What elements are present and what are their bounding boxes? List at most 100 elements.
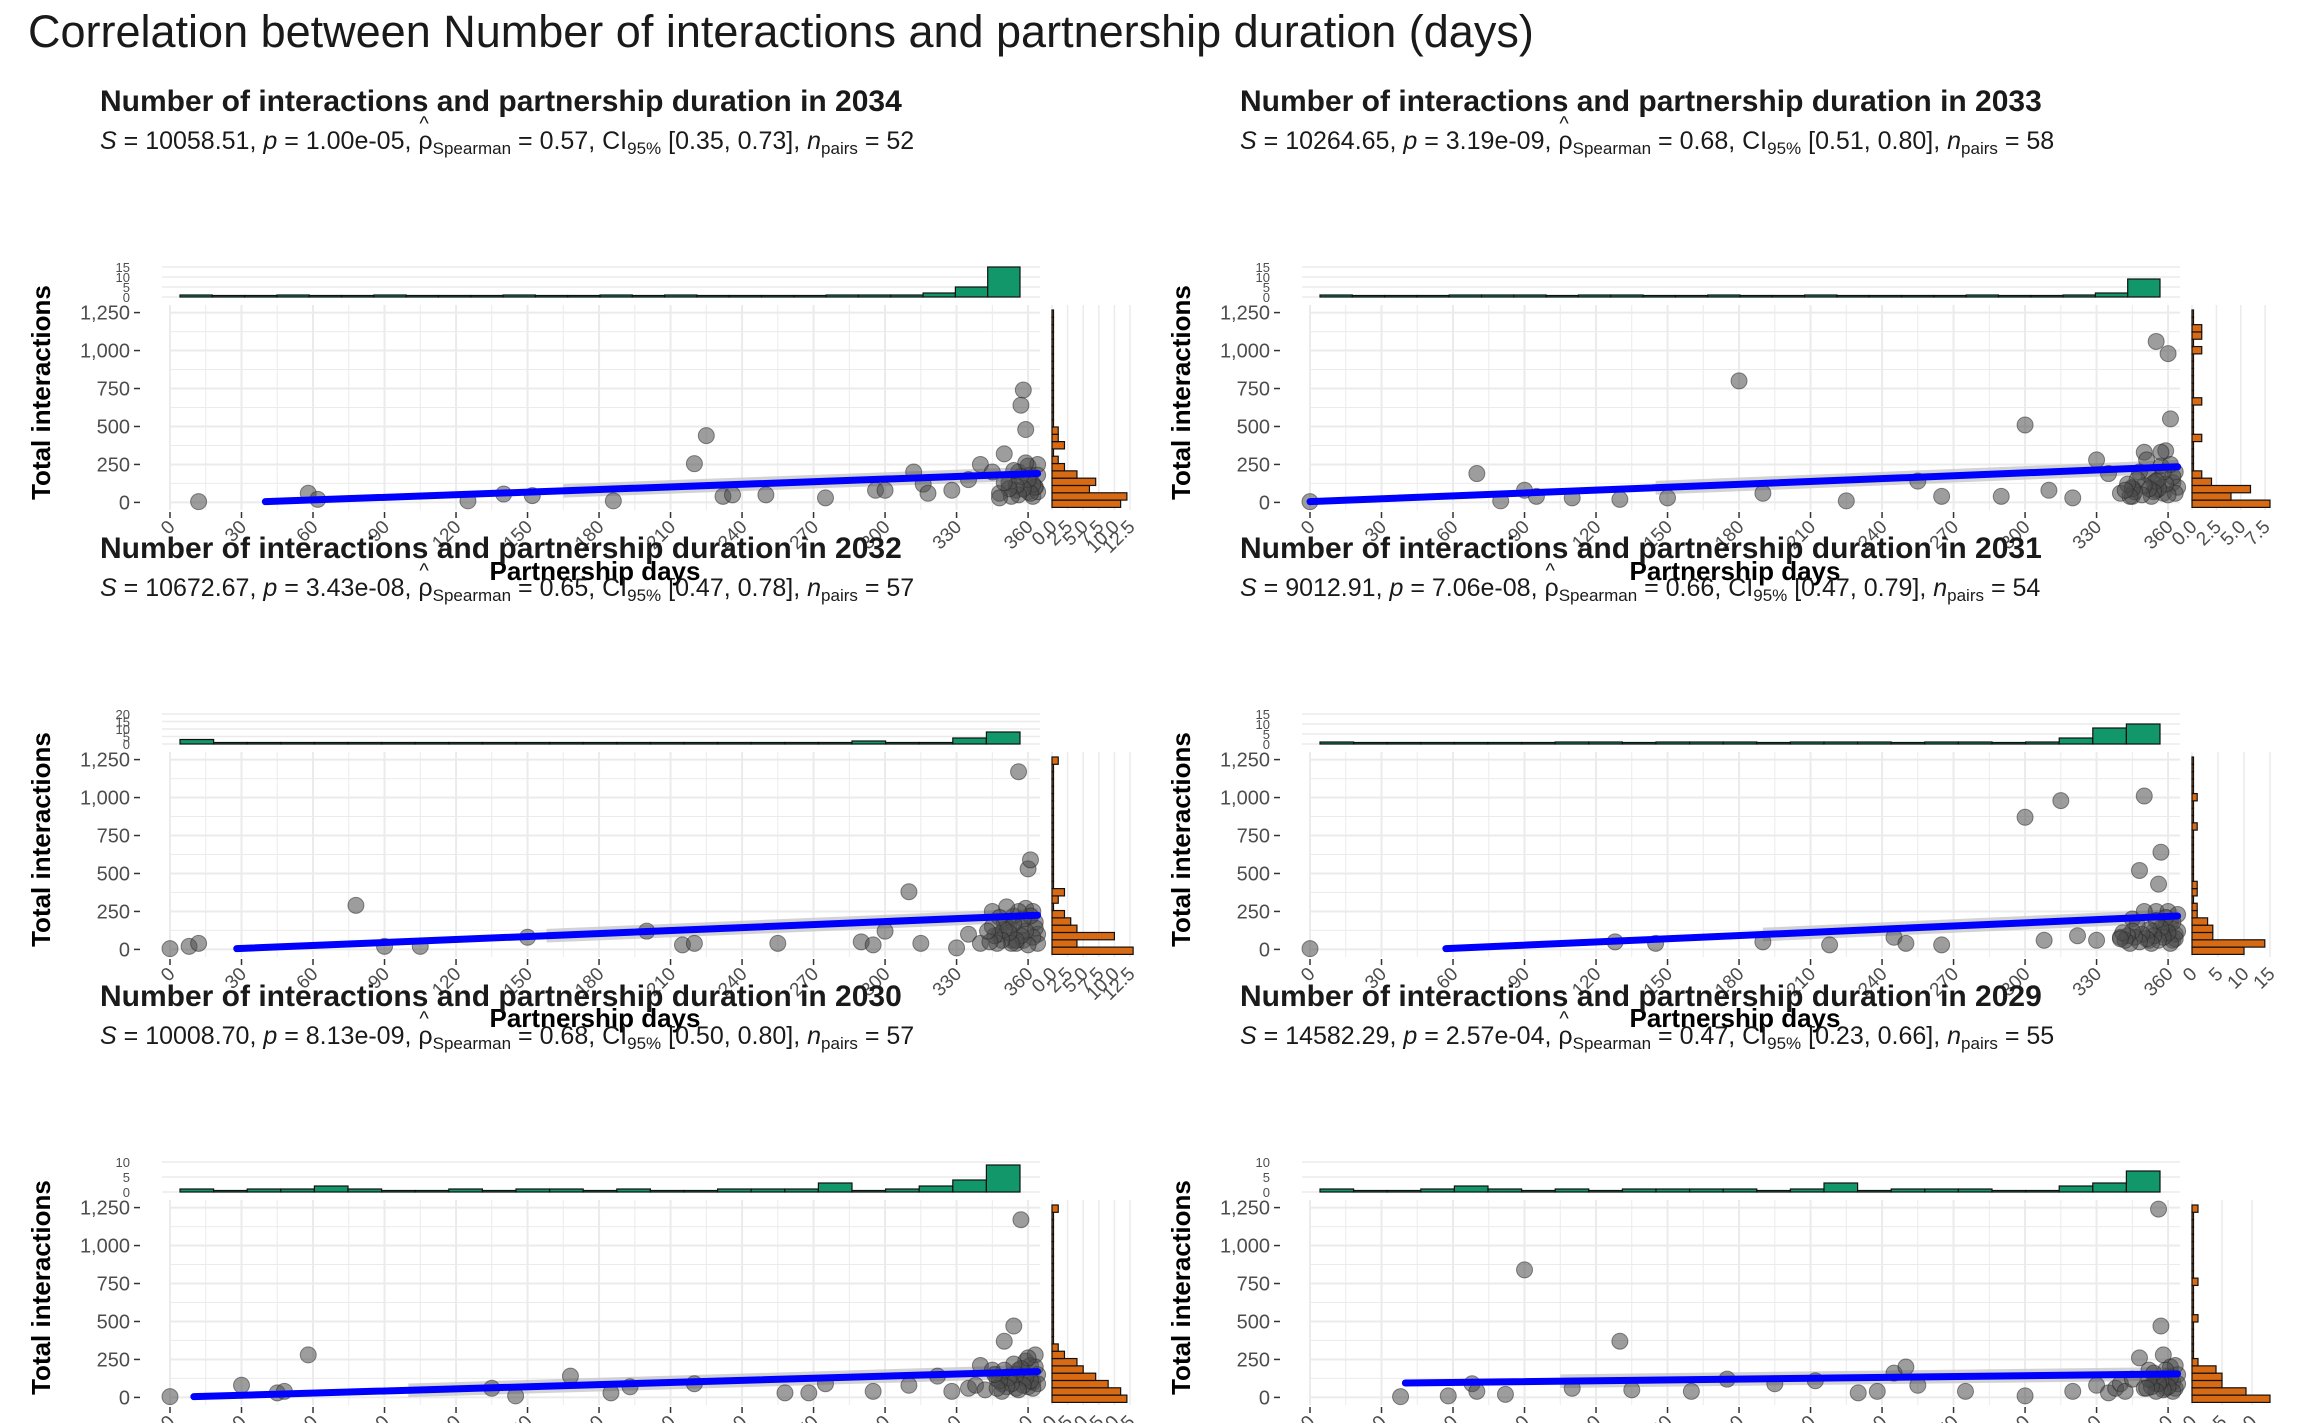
y-hist-bar bbox=[1051, 873, 1055, 882]
x-hist-bar bbox=[784, 1188, 819, 1193]
y-tick-label: 1,000 bbox=[1220, 341, 1270, 363]
x-hist-bar bbox=[1771, 294, 1806, 298]
y-tick-label: 250 bbox=[1237, 454, 1270, 476]
panel-title: Number of interactions and partnership d… bbox=[100, 980, 902, 1013]
x-hist-bar bbox=[825, 294, 860, 298]
scatter-point bbox=[2064, 1382, 2082, 1400]
x-hist-tick-label: 0 bbox=[1263, 1185, 1270, 1200]
x-hist-bar bbox=[649, 741, 685, 745]
x-axis-label: Partnership days bbox=[1630, 556, 1841, 586]
y-hist-bar bbox=[2191, 448, 2195, 457]
y-hist-bar bbox=[1051, 836, 1055, 846]
x-hist-bar bbox=[280, 741, 315, 745]
x-hist-bar bbox=[373, 294, 407, 298]
x-hist-bar bbox=[1521, 1189, 1556, 1193]
x-hist-bar bbox=[851, 740, 887, 745]
y-tick-label: 1,250 bbox=[80, 750, 130, 772]
y-hist-bar bbox=[1051, 1379, 1109, 1389]
y-hist-bar bbox=[2191, 324, 2203, 333]
scatter-point bbox=[1301, 940, 1319, 958]
x-tick-label: 120 bbox=[1568, 1412, 1605, 1423]
x-tick-label: 180 bbox=[1711, 1412, 1748, 1423]
y-hist-bar bbox=[1051, 1314, 1055, 1323]
x-hist-bar bbox=[728, 294, 763, 298]
x-hist-bar bbox=[2058, 1185, 2094, 1193]
y-tick-label: 750 bbox=[1237, 379, 1270, 401]
scatter-point bbox=[1849, 1384, 1867, 1402]
y-hist-bar bbox=[2191, 1255, 2195, 1265]
x-hist-bar bbox=[1739, 294, 1773, 298]
y-hist-bar bbox=[2191, 866, 2195, 875]
y-tick-label: 500 bbox=[97, 1311, 130, 1333]
y-hist-bar bbox=[2191, 1365, 2217, 1374]
y-hist-bar bbox=[1051, 902, 1055, 912]
y-hist-bar bbox=[2191, 778, 2195, 787]
y-hist-bar bbox=[1051, 360, 1055, 370]
x-tick-label: 300 bbox=[857, 1412, 894, 1423]
scatter-point bbox=[685, 934, 703, 952]
stat-p: 8.13e-09 bbox=[305, 1022, 405, 1050]
y-hist-bar bbox=[2191, 756, 2195, 765]
y-hist-bar bbox=[1051, 375, 1055, 384]
y-hist-bar bbox=[2191, 360, 2195, 370]
scatter-point bbox=[959, 925, 977, 943]
x-hist-bar bbox=[2024, 1189, 2060, 1193]
x-hist-bar bbox=[381, 741, 416, 745]
x-hist-bar bbox=[1554, 1188, 1590, 1193]
scatter-point bbox=[912, 934, 930, 952]
panel-title: Number of interactions and partnership d… bbox=[100, 532, 902, 565]
y-hist-bar bbox=[1051, 1270, 1055, 1279]
x-hist-tick-label: 5 bbox=[123, 730, 130, 745]
y-hist-bar bbox=[2191, 1277, 2199, 1287]
scatter-point bbox=[2150, 1200, 2168, 1218]
y-hist-bar bbox=[1051, 1350, 1066, 1360]
x-hist-bar bbox=[884, 1188, 920, 1193]
x-hist-bar bbox=[952, 1179, 987, 1193]
stat-rho: 0.57 bbox=[539, 127, 589, 155]
y-tick-label: 0 bbox=[119, 1387, 130, 1409]
y-hist-bar bbox=[2191, 470, 2203, 479]
x-hist-bar bbox=[716, 741, 752, 745]
y-hist-bar bbox=[1051, 345, 1055, 355]
stat-ci: [0.50, 0.80] bbox=[668, 1022, 794, 1050]
y-tick-label: 750 bbox=[97, 379, 130, 401]
figure-title: Correlation between Number of interactio… bbox=[28, 6, 1534, 57]
y-hist-bar bbox=[1051, 946, 1134, 956]
x-hist-bar bbox=[437, 294, 472, 298]
y-hist-bar bbox=[2191, 1211, 2195, 1221]
x-hist-bar bbox=[515, 1188, 551, 1193]
x-tick-label: 60 bbox=[293, 1412, 323, 1423]
y-hist-bar bbox=[1051, 822, 1055, 831]
stat-s: 10264.65 bbox=[1285, 127, 1390, 155]
x-hist-bar bbox=[1448, 294, 1483, 298]
scatter-point bbox=[697, 427, 715, 445]
y-tick-label: 250 bbox=[97, 901, 130, 923]
x-hist-bar bbox=[2062, 294, 2096, 298]
y-hist-bar bbox=[2191, 1343, 2195, 1352]
y-hist-bar bbox=[1051, 1343, 1059, 1352]
x-hist-bar bbox=[1890, 1188, 1926, 1193]
stat-rho: 0.66 bbox=[1665, 574, 1715, 602]
x-hist-bar bbox=[857, 294, 892, 298]
x-hist-bar bbox=[1722, 741, 1758, 745]
x-tick-label: 30 bbox=[221, 1412, 251, 1423]
y-hist-bar bbox=[1051, 785, 1055, 795]
grid bbox=[169, 305, 1040, 510]
x-tick-label: 30 bbox=[1361, 1412, 1391, 1423]
stat-s: 10008.70 bbox=[145, 1022, 250, 1050]
y-hist-bar bbox=[2191, 1328, 2195, 1338]
y-hist-bar bbox=[2191, 1306, 2195, 1316]
x-tick-label: 180 bbox=[571, 1412, 608, 1423]
y-hist-bar bbox=[1051, 484, 1091, 494]
y-tick-label: 250 bbox=[97, 1349, 130, 1371]
y-hist-tick-label: 5.0 bbox=[1059, 1412, 1093, 1423]
x-hist-bar bbox=[1384, 294, 1418, 298]
x-tick-label: 240 bbox=[714, 1412, 751, 1423]
y-hist-bar bbox=[1051, 1262, 1055, 1272]
x-hist-bar bbox=[683, 1189, 719, 1193]
x-hist-bar bbox=[1353, 741, 1388, 745]
y-hist-bar bbox=[1051, 1336, 1055, 1345]
